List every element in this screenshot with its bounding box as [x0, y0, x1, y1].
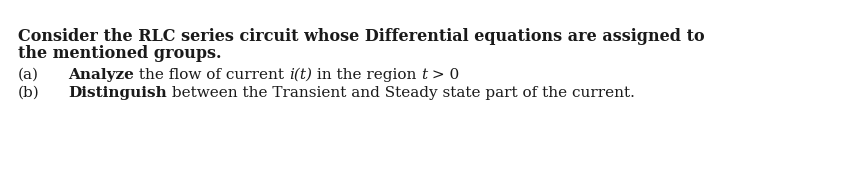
Text: i(t): i(t)	[288, 68, 311, 82]
Text: > 0: > 0	[427, 68, 459, 82]
Text: (a): (a)	[18, 68, 39, 82]
Text: (b): (b)	[18, 86, 40, 100]
Text: the mentioned groups.: the mentioned groups.	[18, 45, 222, 62]
Text: Distinguish: Distinguish	[68, 86, 167, 100]
Text: Consider the RLC series circuit whose Differential equations are assigned to: Consider the RLC series circuit whose Di…	[18, 28, 705, 45]
Text: in the region: in the region	[311, 68, 421, 82]
Text: Analyze: Analyze	[68, 68, 134, 82]
Text: t: t	[421, 68, 427, 82]
Text: the flow of current: the flow of current	[134, 68, 288, 82]
Text: between the Transient and Steady state part of the current.: between the Transient and Steady state p…	[167, 86, 634, 100]
